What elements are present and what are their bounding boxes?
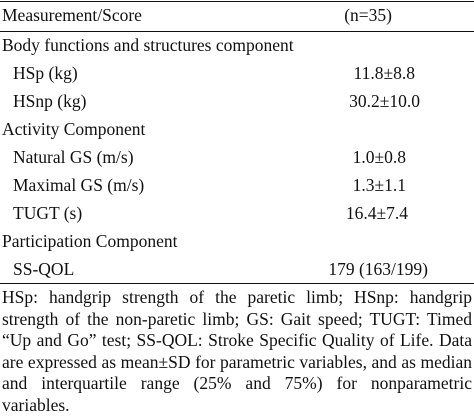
section-label: Activity Component [2,119,146,139]
section-row-activity: Activity Component [0,115,474,143]
table-row-maximal-gs: Maximal GS (m/s) 1.3±1.1 [0,171,474,199]
section-label: Body functions and structures component [2,35,294,55]
table-row-hsnp: HSnp (kg) 30.2±10.0 [0,87,474,115]
row-label: HSp (kg) [13,63,78,83]
row-label: HSnp (kg) [13,91,87,111]
table-row-natural-gs: Natural GS (m/s) 1.0±0.8 [0,143,474,171]
row-label: SS-QOL [13,259,75,279]
table-header-rule [0,31,474,32]
row-value: 1.3±1.1 [352,175,406,195]
table-bottom-rule [0,283,474,284]
row-label: TUGT (s) [13,203,83,223]
section-row-participation: Participation Component [0,227,474,255]
table-footnote: HSp: handgrip strength of the paretic li… [2,287,472,415]
table-row-hsp: HSp (kg) 11.8±8.8 [0,59,474,87]
table-top-rule [0,1,474,2]
row-value: 11.8±8.8 [353,63,415,83]
header-n: (n=35) [344,5,392,25]
row-value: 30.2±10.0 [349,91,420,111]
table-header-row: Measurement/Score (n=35) [0,1,474,29]
row-value: 16.4±7.4 [345,203,408,223]
row-value: 1.0±0.8 [352,147,406,167]
section-row-body-functions: Body functions and structures component [0,31,474,59]
row-label: Maximal GS (m/s) [13,175,145,195]
row-label: Natural GS (m/s) [13,147,134,167]
table-row-tugt: TUGT (s) 16.4±7.4 [0,199,474,227]
header-measurement: Measurement/Score [2,5,142,25]
section-label: Participation Component [2,231,178,251]
row-value: 179 (163/199) [328,259,428,279]
table-row-ss-qol: SS-QOL 179 (163/199) [0,255,474,283]
